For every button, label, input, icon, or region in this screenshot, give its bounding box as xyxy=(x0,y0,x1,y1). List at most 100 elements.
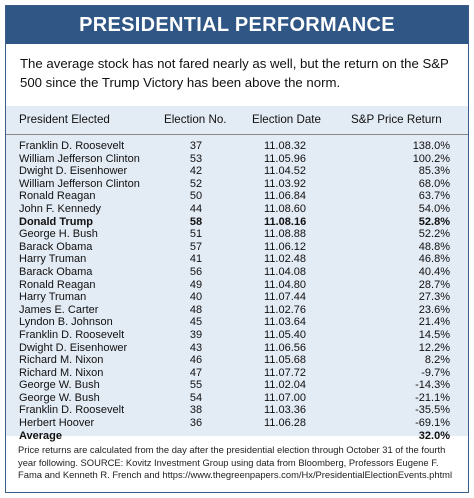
election-date-cell: 11.06.56 xyxy=(264,341,307,354)
president-cell: Ronald Reagan xyxy=(19,278,96,291)
table-row: George W. Bush 54 11.07.00 -21.1% xyxy=(6,392,468,405)
election-date-cell: 11.04.08 xyxy=(264,265,307,278)
sp-return-cell: 52.8% xyxy=(418,215,450,228)
election-no-cell: 51 xyxy=(189,228,203,241)
president-cell: Richard M. Nixon xyxy=(19,366,104,379)
election-no-cell: 39 xyxy=(189,328,203,341)
election-date-cell: 11.04.52 xyxy=(264,165,307,178)
election-date-cell: 11.03.64 xyxy=(264,316,307,329)
president-cell: Ronald Reagan xyxy=(19,190,96,203)
election-date-cell: 11.07.72 xyxy=(264,366,307,379)
sp-return-cell: -9.7% xyxy=(421,366,450,379)
election-no-cell: 52 xyxy=(189,177,203,190)
returns-table: President Elected Election No. Election … xyxy=(6,106,468,442)
table-row: Franklin D. Roosevelt 39 11.05.40 14.5% xyxy=(6,329,468,342)
president-cell: Franklin D. Roosevelt xyxy=(19,404,125,417)
sp-return-cell: -14.3% xyxy=(415,379,450,392)
president-cell: Average xyxy=(19,429,63,442)
president-cell: Franklin D. Roosevelt xyxy=(19,140,125,152)
table-row: Ronald Reagan 50 11.06.84 63.7% xyxy=(6,190,468,203)
table-row: Harry Truman 40 11.07.44 27.3% xyxy=(6,291,468,304)
sp-return-cell: 85.3% xyxy=(418,165,450,178)
sp-return-cell: -69.1% xyxy=(415,417,450,430)
election-no-cell: 46 xyxy=(189,354,203,367)
election-no-cell: 45 xyxy=(189,316,203,329)
election-date-cell: 11.08.88 xyxy=(264,228,307,241)
header-election-date: Election Date xyxy=(252,113,321,126)
president-cell: George W. Bush xyxy=(19,391,100,404)
election-date-cell: 11.03.92 xyxy=(264,177,307,190)
election-no-cell: 43 xyxy=(189,341,203,354)
election-no-cell: 37 xyxy=(189,140,203,152)
election-no-cell: 48 xyxy=(189,303,203,316)
intro-text: The average stock has not fared nearly a… xyxy=(20,56,449,90)
sp-return-cell: 54.0% xyxy=(418,202,450,215)
sp-return-cell: 32.0% xyxy=(418,429,450,442)
sp-return-cell: 8.2% xyxy=(424,354,450,367)
sp-return-cell: 23.6% xyxy=(418,303,450,316)
president-cell: Barack Obama xyxy=(19,265,93,278)
sp-return-cell: 28.7% xyxy=(418,278,450,291)
table-row: William Jefferson Clinton 53 11.05.96 100.2… xyxy=(6,153,468,166)
election-date-cell: 11.08.32 xyxy=(264,140,307,152)
election-date-cell: 11.05.68 xyxy=(264,354,307,367)
table-row: Barack Obama 56 11.04.08 40.4% xyxy=(6,266,468,279)
presidential-performance-panel: PRESIDENTIAL PERFORMANCE The average sto… xyxy=(5,5,469,493)
title-bar: PRESIDENTIAL PERFORMANCE xyxy=(6,6,468,44)
table-row: George H. Bush 51 11.08.88 52.2% xyxy=(6,228,468,241)
election-no-cell: 49 xyxy=(189,278,203,291)
header-president: President Elected xyxy=(19,113,110,126)
election-date-cell: 11.03.36 xyxy=(264,404,307,417)
sp-return-cell: 21.4% xyxy=(418,316,450,329)
election-date-cell: 11.06.84 xyxy=(264,190,307,203)
table-row: James E. Carter 48 11.02.76 23.6% xyxy=(6,304,468,317)
president-cell: George H. Bush xyxy=(19,228,98,241)
page-title: PRESIDENTIAL PERFORMANCE xyxy=(79,14,395,36)
president-cell: William Jefferson Clinton xyxy=(19,177,140,190)
election-no-cell: 44 xyxy=(189,202,203,215)
sp-return-cell: 40.4% xyxy=(418,265,450,278)
election-no-cell: 47 xyxy=(189,366,203,379)
header-election-no: Election No. xyxy=(164,113,227,126)
election-date-cell: 11.05.96 xyxy=(264,152,307,165)
sp-return-cell: 52.2% xyxy=(418,228,450,241)
table-row: George W. Bush 55 11.02.04 -14.3% xyxy=(6,379,468,392)
election-date-cell: 11.07.00 xyxy=(264,391,307,404)
sp-return-cell: 12.2% xyxy=(418,341,450,354)
president-cell: Harry Truman xyxy=(19,253,87,266)
footnote: Price returns are calculated from the da… xyxy=(18,444,453,480)
table-header: President Elected Election No. Election … xyxy=(6,106,468,135)
election-no-cell: 55 xyxy=(189,379,203,392)
table-row: Herbert Hoover 36 11.06.28 -69.1% xyxy=(6,417,468,430)
table-body: Franklin D. Roosevelt 37 11.08.32 138.0% Wil… xyxy=(6,140,468,442)
election-no-cell: 40 xyxy=(189,291,203,304)
election-no-cell: 42 xyxy=(189,165,203,178)
president-cell: George W. Bush xyxy=(19,379,100,392)
election-date-cell: 11.04.80 xyxy=(264,278,307,291)
sp-return-cell: 138.0% xyxy=(412,140,450,152)
election-no-cell: 58 xyxy=(189,215,203,228)
election-date-cell: 11.06.12 xyxy=(264,240,307,253)
sp-return-cell: 27.3% xyxy=(418,291,450,304)
election-no-cell: 36 xyxy=(189,417,203,430)
election-no-cell: 54 xyxy=(189,391,203,404)
election-date-cell: 11.02.48 xyxy=(264,253,307,266)
president-cell: Richard M. Nixon xyxy=(19,354,104,367)
table-row: Lyndon B. Johnson 45 11.03.64 21.4% xyxy=(6,316,468,329)
sp-return-cell: 46.8% xyxy=(418,253,450,266)
average-row: Average 32.0% xyxy=(6,430,468,443)
president-cell: Donald Trump xyxy=(19,215,93,228)
president-cell: Harry Truman xyxy=(19,291,87,304)
president-cell: Franklin D. Roosevelt xyxy=(19,328,125,341)
sp-return-cell: 100.2% xyxy=(412,152,450,165)
table-row: Richard M. Nixon 46 11.05.68 8.2% xyxy=(6,354,468,367)
table-row: Franklin D. Roosevelt 38 11.03.36 -35.5% xyxy=(6,404,468,417)
sp-return-cell: -21.1% xyxy=(415,391,450,404)
president-cell: John F. Kennedy xyxy=(19,202,101,215)
election-no-cell: 50 xyxy=(189,190,203,203)
table-row: Dwight D. Eisenhower 43 11.06.56 12.2% xyxy=(6,342,468,355)
sp-return-cell: 48.8% xyxy=(418,240,450,253)
election-no-cell: 56 xyxy=(189,265,203,278)
president-cell: Dwight D. Eisenhower xyxy=(19,341,128,354)
election-date-cell: 11.08.60 xyxy=(264,202,307,215)
